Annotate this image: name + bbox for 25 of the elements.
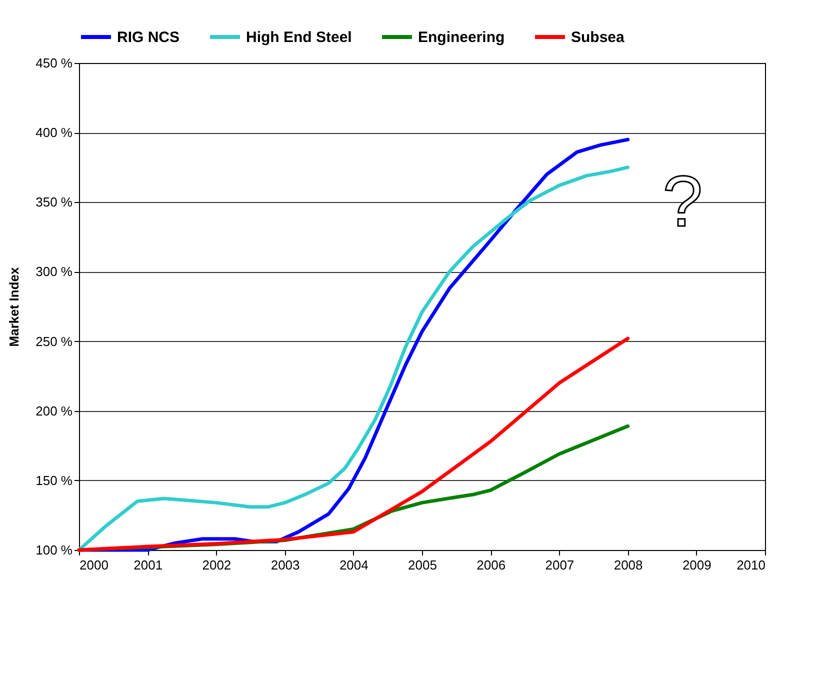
legend-label: High End Steel [246, 29, 352, 46]
y-tick-label: 150 % [36, 472, 73, 488]
x-tick-label: 2004 [339, 558, 368, 572]
x-tick-label: 2001 [134, 558, 163, 572]
legend-label: Subsea [571, 29, 626, 46]
y-tick-label: 350 % [36, 194, 73, 210]
y-axis-title: Market Index [6, 266, 22, 347]
x-tick-label: 2009 [682, 558, 712, 572]
x-tick-label: 2002 [202, 558, 232, 572]
y-tick-label: 100 % [36, 542, 73, 558]
x-tick-label: 2006 [476, 558, 506, 572]
y-tick-label: 400 % [36, 125, 73, 140]
x-tick-label: 2007 [545, 558, 574, 572]
legend-label: RIG NCS [117, 29, 180, 46]
y-tick-label: 250 % [36, 334, 73, 349]
x-tick-label: 2005 [408, 558, 437, 572]
x-tick-label: 2000 [80, 558, 108, 572]
y-tick-label: 200 % [36, 403, 73, 418]
x-tick-label: 2003 [270, 558, 300, 572]
x-tick-label: 2010 [736, 558, 766, 572]
legend-label: Engineering [418, 29, 505, 46]
y-tick-label: 300 % [36, 264, 73, 280]
y-tick-label: 450 % [36, 56, 73, 70]
x-tick-label: 2008 [614, 558, 643, 572]
line-series [77, 336, 630, 552]
